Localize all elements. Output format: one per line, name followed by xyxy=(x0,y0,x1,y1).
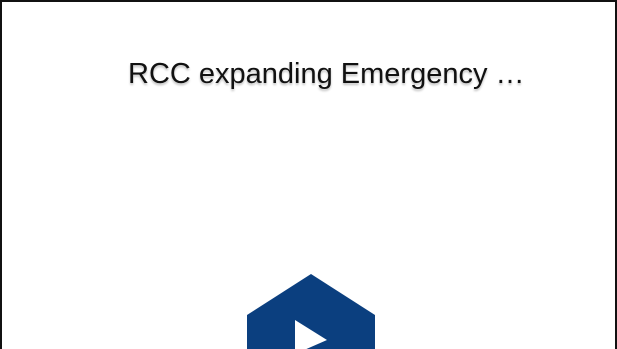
play-button[interactable] xyxy=(245,274,377,349)
play-badge-shape xyxy=(247,274,375,349)
play-icon[interactable] xyxy=(245,274,377,349)
video-title[interactable]: RCC expanding Emergency … xyxy=(128,58,525,90)
play-triangle xyxy=(295,320,327,349)
